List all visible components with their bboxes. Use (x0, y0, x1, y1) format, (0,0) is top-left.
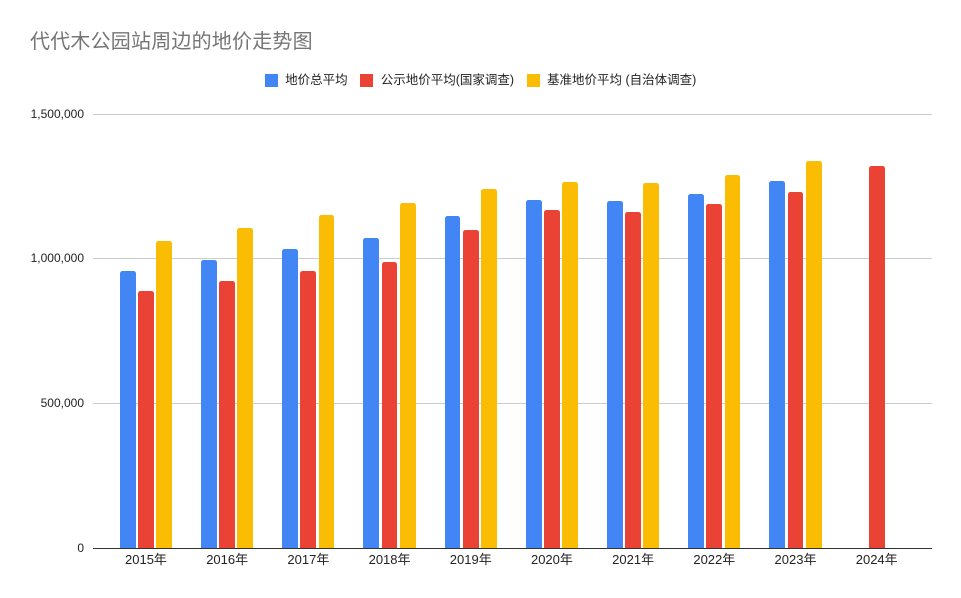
bar[interactable] (787, 192, 804, 548)
bar[interactable] (219, 281, 236, 548)
bar[interactable] (119, 271, 136, 548)
legend-swatch-icon (526, 73, 540, 87)
bar[interactable] (525, 199, 542, 548)
bar[interactable] (282, 248, 299, 548)
x-tick-label: 2019年 (449, 552, 492, 567)
bar[interactable] (462, 230, 479, 548)
bar[interactable] (643, 183, 660, 548)
bar[interactable] (201, 259, 217, 548)
bar[interactable] (444, 215, 461, 548)
bar[interactable] (237, 228, 254, 548)
plot-area (93, 110, 932, 549)
gridline (93, 403, 932, 405)
bar[interactable] (868, 166, 885, 548)
y-tick-label: 1,500,000 (30, 106, 84, 121)
bar[interactable] (156, 240, 173, 548)
legend-item: 公示地价平均(国家调查) (360, 73, 514, 87)
chart-legend: 地价总平均 公示地价平均(国家调查) 基准地价平均 (自治体调查) (0, 72, 961, 88)
x-tick-label: 2024年 (855, 552, 898, 567)
bar[interactable] (562, 181, 579, 548)
bar[interactable] (625, 212, 642, 548)
x-tick-label: 2015年 (125, 552, 167, 567)
y-tick-label: 500,000 (40, 396, 84, 411)
bar[interactable] (300, 270, 317, 548)
legend-label: 基准地价平均 (自治体调查) (547, 73, 697, 87)
bar[interactable] (481, 188, 497, 548)
x-tick-label: 2023年 (774, 552, 817, 567)
bar[interactable] (363, 237, 380, 548)
legend-swatch-icon (264, 73, 278, 87)
bar[interactable] (399, 202, 416, 548)
bar[interactable] (724, 174, 741, 548)
gridline (93, 113, 932, 115)
bar[interactable] (381, 261, 398, 548)
x-tick-label: 2016年 (206, 552, 249, 567)
x-tick-label: 2020年 (530, 552, 573, 567)
x-tick-label: 2022年 (693, 552, 736, 567)
bar[interactable] (544, 209, 560, 548)
bar[interactable] (138, 290, 154, 548)
y-tick-label: 0 (77, 541, 84, 555)
x-tick-label: 2018年 (368, 552, 411, 567)
bar[interactable] (688, 193, 705, 548)
bar[interactable] (769, 181, 786, 548)
x-tick-label: 2021年 (612, 552, 655, 567)
y-tick-label: 1,000,000 (30, 251, 84, 266)
bar[interactable] (805, 160, 822, 548)
bar[interactable] (607, 201, 623, 548)
legend-item: 基准地价平均 (自治体调查) (526, 73, 697, 87)
bar[interactable] (706, 203, 723, 548)
legend-label: 公示地价平均(国家调查) (380, 73, 515, 87)
legend-item: 地价总平均 (264, 73, 348, 87)
gridline (93, 258, 932, 260)
bar[interactable] (318, 215, 335, 548)
x-axis-baseline (93, 548, 932, 549)
legend-label: 地价总平均 (285, 73, 348, 87)
legend-swatch-icon (360, 73, 374, 87)
chart-title: 代代木公园站周边的地价走势图 (30, 31, 313, 53)
x-tick-label: 2017年 (287, 552, 330, 567)
